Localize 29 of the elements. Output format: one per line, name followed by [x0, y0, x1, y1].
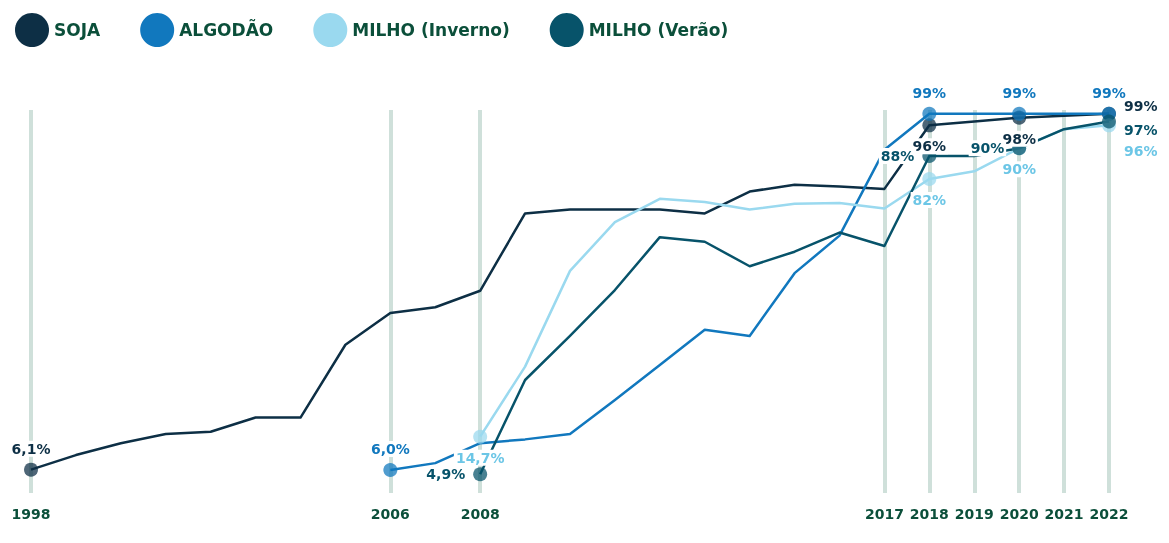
data-label: 14,7% [455, 449, 505, 466]
data-label: 97% [1124, 122, 1158, 139]
x-tick-label: 2017 [864, 506, 904, 522]
data-label: 99% [1092, 84, 1126, 101]
legend-label: ALGODÃO [179, 18, 274, 40]
legend-label: MILHO (Verão) [588, 20, 729, 40]
data-label: 4,9% [426, 466, 466, 483]
data-label: 6,0% [370, 441, 410, 458]
x-tick-label: 2008 [460, 506, 500, 522]
x-tick-label: 2006 [370, 506, 410, 522]
data-label: 96% [1124, 143, 1158, 160]
data-label: 90% [1002, 161, 1036, 178]
x-tick-label: 1998 [11, 506, 51, 522]
legend-label: MILHO (Inverno) [352, 20, 510, 40]
data-label: 99% [1002, 84, 1036, 101]
data-label: 99% [1124, 97, 1158, 114]
x-tick-label: 2020 [999, 506, 1039, 522]
data-label: 99% [912, 84, 947, 101]
x-tick-label: 2022 [1089, 506, 1129, 522]
legend-label: SOJA [54, 20, 102, 40]
data-label: 6,1% [11, 440, 51, 457]
x-tick-label: 2018 [909, 506, 949, 522]
data-label: 82% [912, 191, 947, 208]
data-label: 96% [912, 138, 947, 155]
x-tick-label: 2019 [954, 506, 994, 522]
data-label: 90% [970, 140, 1005, 157]
data-label: 98% [1002, 130, 1036, 147]
x-tick-label: 2021 [1044, 506, 1084, 522]
data-label: 88% [880, 147, 915, 164]
